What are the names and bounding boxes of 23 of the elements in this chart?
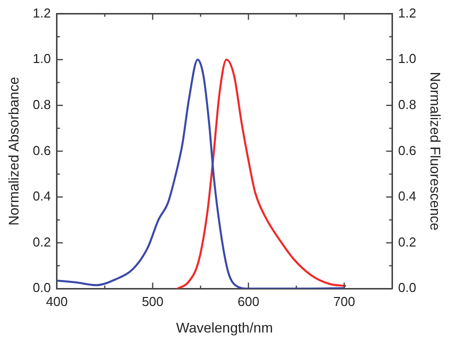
y-tick-label: 1.0 [32, 51, 51, 66]
y-tick-label: 0.2 [32, 234, 51, 250]
y2-tick-label: 1.0 [398, 51, 416, 66]
y2-tick-label: 0.8 [398, 96, 416, 112]
y2-tick-label: 0.2 [398, 234, 416, 250]
y-tick-label: 0.8 [32, 96, 51, 112]
y2-axis-title: Normalized Fluorescence [428, 72, 444, 231]
y-tick-label: 0.6 [32, 142, 51, 158]
x-tick-label: 400 [46, 294, 68, 309]
y2-tick-label: 0.4 [398, 188, 416, 204]
y-tick-label: 1.2 [32, 5, 51, 20]
y2-tick-label: 0.6 [398, 142, 416, 158]
y-tick-label: 0.0 [32, 280, 51, 296]
y-axis-title: Normalized Absorbance [5, 76, 22, 226]
y2-tick-label: 0.0 [398, 280, 416, 296]
x-axis-title: Wavelength/nm [176, 319, 273, 336]
line-series [176, 58, 346, 289]
y-tick-label: 0.4 [32, 188, 51, 204]
y2-tick-label: 1.2 [398, 5, 416, 20]
x-tick-label: 500 [142, 294, 164, 309]
x-tick-label: 700 [333, 294, 356, 309]
line-series [56, 58, 346, 289]
x-tick-label: 600 [238, 294, 260, 309]
